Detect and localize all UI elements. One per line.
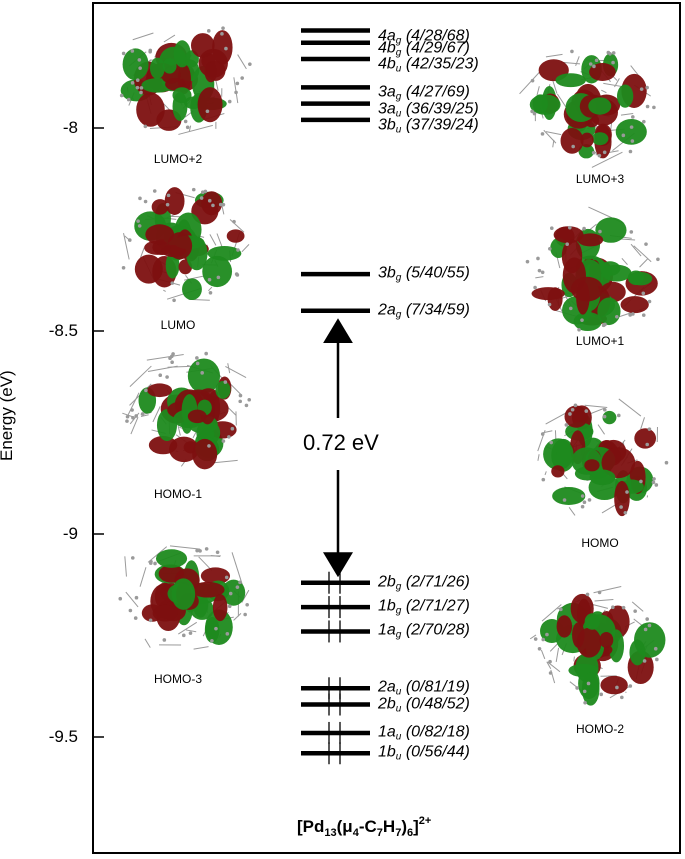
level-label: 1ag (2/70/28) <box>378 621 470 641</box>
y-axis-label: Energy (eV) <box>0 370 16 461</box>
orbital-label: LUMO+3 <box>575 172 625 186</box>
orbital-left-1 <box>121 187 250 303</box>
y-tick-label: -9.5 <box>48 727 78 746</box>
orbital-label: LUMO+2 <box>153 152 203 166</box>
level-label: 3bg (5/40/55) <box>378 264 470 284</box>
y-tick-label: -8 <box>62 118 78 137</box>
orbital-label: HOMO <box>581 536 619 550</box>
level-label: 2bg (2/71/26) <box>378 573 470 593</box>
y-tick-label: -8.5 <box>48 321 78 340</box>
level-label: 3ag (4/27/69) <box>378 83 470 103</box>
level-label: 1au (0/82/18) <box>378 723 470 743</box>
orbital-right-3 <box>529 585 666 706</box>
plot-frame <box>92 2 681 854</box>
level-label: 2ag (7/34/59) <box>378 301 470 321</box>
orbital-plots <box>118 26 669 706</box>
level-label: 4bu (42/35/23) <box>378 55 479 75</box>
orbital-left-3 <box>118 545 250 650</box>
level-label: 4bg (4/29/67) <box>378 39 470 59</box>
orbital-label: HOMO-3 <box>154 672 202 686</box>
gap-label: 0.72 eV <box>303 430 379 455</box>
level-label: 1bu (0/56/44) <box>378 743 470 763</box>
level-label: 3au (36/39/25) <box>378 100 479 120</box>
level-label: 2bu (0/48/52) <box>378 695 470 715</box>
orbital-right-1 <box>525 206 660 332</box>
level-label: 4ag (4/28/68) <box>378 27 470 47</box>
y-axis-ticks <box>94 127 104 738</box>
level-label: 3bu (37/39/24) <box>378 116 479 136</box>
cluster-formula: [Pd13(μ4-C7H7)6]2+ <box>297 815 432 839</box>
orbital-label: HOMO-1 <box>154 487 202 501</box>
y-tick-label: -9 <box>62 524 78 543</box>
orbital-label: HOMO-2 <box>576 722 624 736</box>
orbital-right-0 <box>519 49 656 168</box>
level-label: 2au (0/81/19) <box>378 678 470 698</box>
energy-levels <box>301 28 370 765</box>
orbital-label: LUMO+1 <box>575 334 625 348</box>
orbital-label: LUMO <box>160 318 196 332</box>
level-label: 1bg (2/71/27) <box>378 597 470 617</box>
orbital-left-0 <box>119 26 252 135</box>
orbital-right-2 <box>537 398 669 517</box>
orbital-left-2 <box>122 351 252 470</box>
